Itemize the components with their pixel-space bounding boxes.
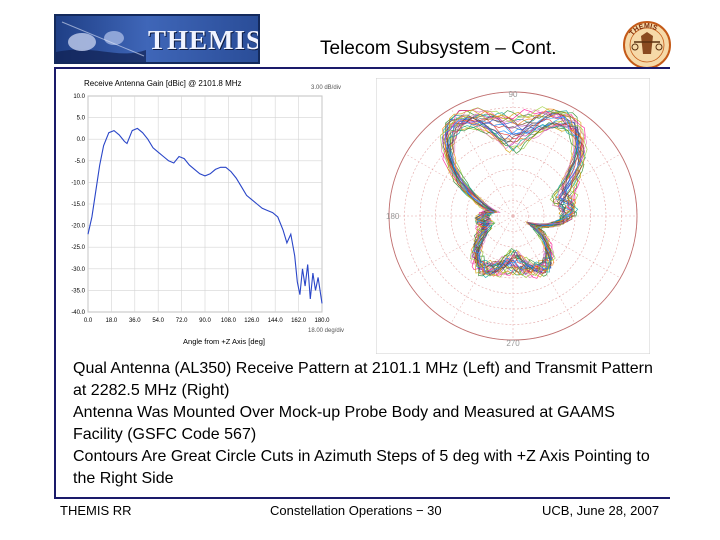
footer-divider bbox=[54, 497, 670, 499]
y-tick-label: -15.0 bbox=[71, 202, 85, 208]
y-tick-label: -5.0 bbox=[75, 159, 86, 165]
y-tick-labels: 10.0 5.0 0.0 -5.0 -10.0 -15.0 -20.0 -25.0 -30.0 -… bbox=[71, 94, 85, 316]
y-scale-note: 3.00 dB/div bbox=[311, 85, 341, 91]
receive-gain-line bbox=[87, 127, 323, 304]
polar-grid bbox=[388, 91, 638, 341]
left-rule bbox=[54, 69, 56, 497]
receive-gain-chart: Receive Antenna Gain [dBic] @ 2101.8 MHz… bbox=[64, 74, 354, 346]
themis-logo: THEMIS bbox=[54, 14, 260, 64]
bullet-list: Qual Antenna (AL350) Receive Pattern at … bbox=[73, 358, 663, 490]
angle-label-90: 90 bbox=[509, 90, 518, 99]
x-tick-label: 126.0 bbox=[244, 318, 260, 324]
y-tick-label: 5.0 bbox=[77, 116, 86, 122]
polar-spoke bbox=[512, 215, 576, 324]
x-tick-label: 162.0 bbox=[291, 318, 307, 324]
polar-spoke bbox=[512, 108, 576, 217]
x-tick-label: 72.0 bbox=[176, 318, 188, 324]
receive-chart-title: Receive Antenna Gain [dBic] @ 2101.8 MHz bbox=[84, 79, 242, 88]
y-tick-label: -35.0 bbox=[71, 288, 85, 294]
x-tick-label: 90.0 bbox=[199, 318, 211, 324]
slide-title: Telecom Subsystem – Cont. bbox=[320, 38, 557, 59]
bullet-1: Qual Antenna (AL350) Receive Pattern at … bbox=[73, 360, 653, 399]
probe-artwork bbox=[56, 21, 146, 62]
x-tick-label: 144.0 bbox=[268, 318, 284, 324]
polar-spoke bbox=[405, 215, 514, 279]
pattern-cuts bbox=[440, 106, 588, 279]
polar-outer-ring bbox=[388, 91, 638, 341]
x-tick-label: 54.0 bbox=[152, 318, 164, 324]
x-tick-label: 0.0 bbox=[84, 318, 93, 324]
y-tick-label: -10.0 bbox=[71, 180, 85, 186]
footer-left: THEMIS RR bbox=[60, 503, 132, 518]
y-tick-label: -30.0 bbox=[71, 267, 85, 273]
x-tick-label: 18.0 bbox=[106, 318, 118, 324]
y-tick-label: -20.0 bbox=[71, 224, 85, 230]
x-tick-labels: 0.0 18.0 36.0 54.0 72.0 90.0 108.0 126.0 144.0 16… bbox=[84, 318, 330, 324]
x-tick-label: 180.0 bbox=[314, 318, 330, 324]
polar-ring bbox=[497, 200, 529, 232]
transmit-polar-chart: 90 180 270 bbox=[376, 78, 650, 354]
title-divider bbox=[54, 67, 670, 69]
polar-spoke bbox=[450, 215, 514, 324]
footer-right: UCB, June 28, 2007 bbox=[542, 503, 660, 518]
polar-spoke bbox=[512, 153, 621, 217]
pattern-cut-line bbox=[452, 120, 576, 272]
y-tick-label: -25.0 bbox=[71, 245, 85, 251]
receive-gain-series bbox=[87, 127, 323, 304]
x-tick-label: 108.0 bbox=[221, 318, 237, 324]
pattern-cut-line bbox=[440, 106, 588, 279]
polar-spoke bbox=[405, 153, 514, 217]
y-tick-label: 10.0 bbox=[73, 94, 85, 100]
polar-ring bbox=[481, 184, 545, 248]
logo-text: THEMIS bbox=[148, 25, 260, 55]
themis-seal-icon: THEMIS bbox=[623, 21, 671, 69]
y-tick-label: -40.0 bbox=[71, 310, 85, 316]
bullet-3: Contours Are Great Circle Cuts in Azimut… bbox=[73, 448, 650, 487]
x-scale-note: 18.00 deg/div bbox=[308, 328, 344, 334]
x-axis-label: Angle from +Z Axis [deg] bbox=[183, 337, 265, 346]
angle-label-180: 180 bbox=[386, 212, 400, 221]
pattern-cut-line bbox=[449, 120, 580, 272]
polar-spoke bbox=[450, 108, 514, 217]
y-tick-label: 0.0 bbox=[77, 137, 86, 143]
angle-label-270: 270 bbox=[506, 339, 520, 348]
x-tick-label: 36.0 bbox=[129, 318, 141, 324]
pattern-cut-line bbox=[444, 116, 581, 275]
footer-center: Constellation Operations − 30 bbox=[270, 503, 442, 518]
receive-chart-grid bbox=[87, 95, 323, 313]
bullet-2: Antenna Was Mounted Over Mock-up Probe B… bbox=[73, 404, 615, 443]
